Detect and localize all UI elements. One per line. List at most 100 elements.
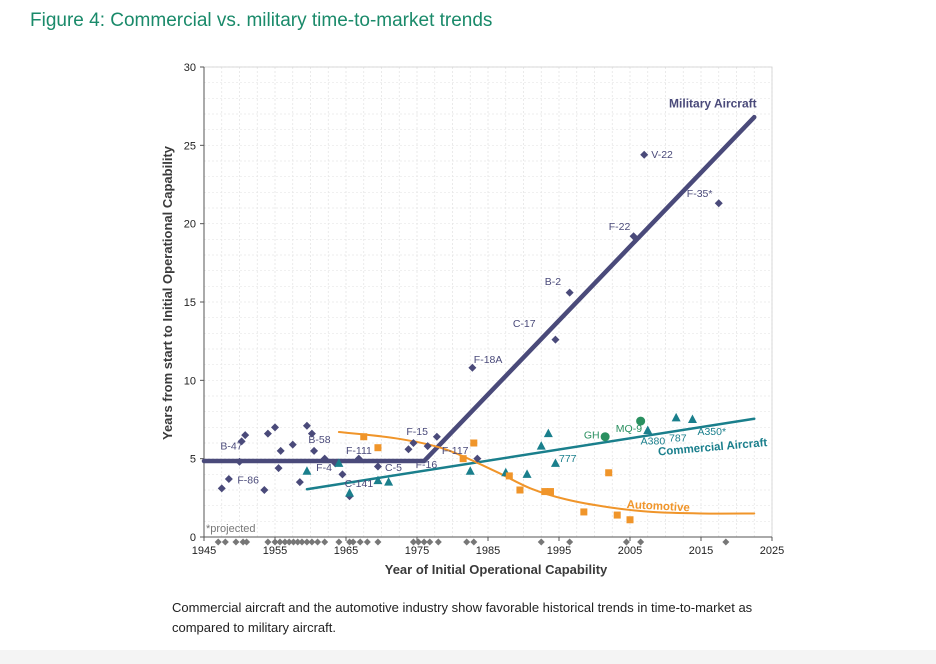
- projected-marker: [243, 538, 251, 546]
- annotation-c-17: C-17: [513, 318, 536, 330]
- data-points: [214, 150, 730, 546]
- projected-marker: [470, 538, 478, 546]
- military-aircraft-point: [373, 462, 382, 471]
- military-aircraft-point: [320, 454, 329, 463]
- military-aircraft-point: [271, 423, 279, 432]
- projected-marker: [349, 538, 357, 546]
- annotation-a350-: A350*: [697, 426, 726, 438]
- commercial-aircraft-point: [536, 441, 546, 450]
- annotation-777: 777: [559, 453, 577, 465]
- projected-marker: [314, 538, 322, 546]
- automotive-point: [613, 511, 621, 519]
- annotation-f-111: F-111: [346, 445, 372, 457]
- annotation-787: 787: [669, 432, 687, 444]
- x-axis-label: Year of Initial Operational Capability: [385, 562, 608, 577]
- projected-marker: [426, 538, 434, 546]
- projected-marker: [321, 538, 329, 546]
- projected-marker: [637, 538, 645, 546]
- projected-marker: [346, 538, 354, 546]
- military-aircraft-point: [565, 288, 574, 297]
- figure-caption: Commercial aircraft and the automotive i…: [172, 600, 753, 635]
- projected-marker: [414, 538, 422, 546]
- military-aircraft-point: [468, 363, 477, 372]
- military-aircraft-point: [714, 199, 723, 208]
- y-axis-label: Years from start to Initial Operational …: [160, 145, 175, 440]
- commercial-aircraft-point: [373, 475, 383, 485]
- x-tick-label: 1965: [334, 545, 358, 557]
- military-aircraft-point: [276, 446, 285, 455]
- automotive-point: [605, 469, 613, 477]
- military-aircraft-point: [404, 445, 413, 454]
- military-aircraft-point: [263, 429, 272, 438]
- military-aircraft-point: [295, 478, 304, 487]
- x-tick-label: 1985: [476, 545, 500, 557]
- commercial-aircraft-point: [550, 458, 560, 467]
- automotive-point: [580, 508, 588, 516]
- trend-line-commercial-aircraft: [305, 417, 756, 491]
- commercial-aircraft-point: [671, 412, 681, 422]
- x-tick-label: 1995: [547, 545, 571, 557]
- commercial-aircraft-point: [302, 466, 312, 475]
- military-aircraft-point: [473, 454, 482, 463]
- annotation-f-16: F-16: [416, 459, 438, 471]
- commercial-aircraft-point: [543, 428, 553, 438]
- annotation-f-4: F-4: [316, 462, 332, 474]
- annotation-f-18a: F-18A: [474, 354, 503, 366]
- military-aircraft-point: [629, 232, 638, 241]
- military-aircraft-point: [237, 437, 246, 446]
- projected-marker: [537, 538, 545, 546]
- military-aircraft-point: [551, 335, 560, 344]
- annotation-mq-9: MQ-9: [616, 423, 642, 435]
- annotation-b-58: B-58: [308, 434, 330, 446]
- y-tick-label: 10: [184, 375, 196, 387]
- y-tick-label: 5: [190, 454, 196, 466]
- projected-marker: [335, 538, 343, 546]
- projected-marker: [434, 538, 442, 546]
- projected-marker: [566, 538, 574, 546]
- y-tick-label: 25: [184, 140, 196, 152]
- military-aircraft-point: [310, 446, 319, 455]
- military-aircraft-point: [235, 457, 244, 466]
- projected-marker: [232, 538, 240, 546]
- annotation-military-aircraft: Military Aircraft: [669, 97, 757, 111]
- military-aircraft-point: [354, 454, 363, 463]
- y-tick-label: 30: [184, 62, 196, 74]
- military-aircraft-point: [409, 439, 418, 447]
- annotation-c-141: C-141: [345, 478, 374, 490]
- annotation-v-22: V-22: [651, 149, 673, 161]
- military-aircraft-point: [274, 464, 283, 473]
- annotation-f-22: F-22: [609, 221, 631, 233]
- commercial-aircraft-point: [384, 477, 394, 486]
- projected-marker: [276, 538, 284, 546]
- annotation-f-117: F-117: [442, 445, 469, 457]
- automotive-point: [360, 433, 368, 441]
- commercial-aircraft-point: [334, 458, 344, 467]
- commercial-aircraft-point: [345, 488, 355, 497]
- projected-marker: [214, 538, 222, 546]
- y-tick-label: 15: [184, 297, 196, 309]
- bottom-strip: [0, 650, 936, 664]
- projected-marker: [622, 538, 630, 546]
- y-tick-label: 0: [190, 532, 196, 544]
- x-tick-label: 2015: [689, 545, 713, 557]
- commercial-aircraft-point: [522, 469, 532, 478]
- grid: [203, 66, 773, 538]
- projected-marker: [281, 538, 289, 546]
- x-tick-label: 1945: [192, 545, 216, 557]
- military-aircraft-point: [217, 484, 226, 493]
- projected-marker: [308, 538, 316, 546]
- projected-marker: [271, 538, 279, 546]
- automotive-point: [626, 516, 634, 524]
- automotive-point: [541, 488, 549, 496]
- annotation-b-47: B-47: [220, 440, 242, 452]
- x-tick-label: 2025: [760, 545, 784, 557]
- military-aircraft-point: [307, 429, 316, 438]
- projected-marker: [221, 538, 229, 546]
- annotation-f-35-: F-35*: [687, 188, 713, 200]
- military-aircraft-point: [640, 150, 649, 159]
- projected-marker: [303, 538, 311, 546]
- military-aircraft-point: [338, 470, 347, 479]
- projected-marker: [298, 538, 306, 546]
